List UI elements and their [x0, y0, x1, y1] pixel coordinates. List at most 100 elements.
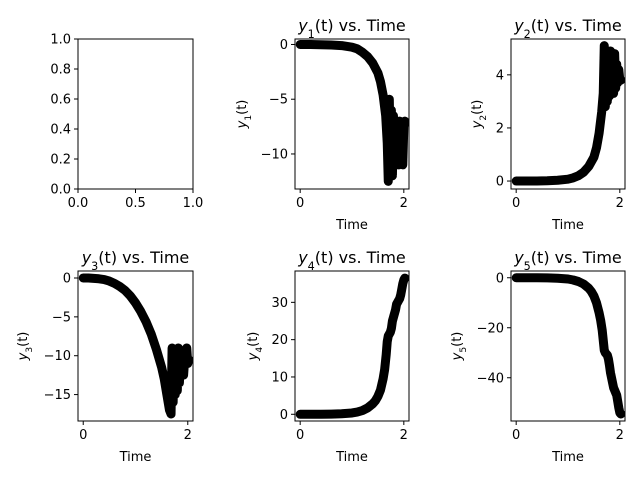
panel-2-point-30 — [400, 123, 408, 131]
panel-6-point-14 — [597, 316, 605, 324]
panel-5-frame — [294, 270, 410, 422]
panel-3-point-2 — [533, 177, 541, 185]
panel-5-ytick-label-2: 20 — [271, 333, 288, 348]
panel-4-title: y3(t) vs. Time — [81, 248, 190, 273]
panel-2-point-1 — [307, 40, 315, 48]
panel-3-point-13 — [598, 108, 606, 116]
panel-2-point-19 — [388, 172, 396, 180]
panel-3-point-10 — [590, 153, 598, 161]
panel-6-title-sub: 5 — [524, 260, 531, 273]
panel-2-title-rest: (t) — [235, 100, 250, 115]
panel-4-point-7 — [116, 283, 124, 291]
panel-1-ytick-label-4: 0.8 — [50, 63, 71, 78]
panel-4-title-rest: (t) vs. Time — [98, 248, 189, 267]
panel-5-title-sub: 4 — [308, 260, 315, 273]
panel-5-point-8 — [364, 404, 372, 412]
panel-6-ylabel: y5(t) — [450, 332, 469, 362]
panel-5-point-2 — [317, 410, 325, 418]
panel-6-point-4 — [554, 274, 562, 282]
panel-1-ytick-label-5: 1.0 — [50, 33, 71, 48]
panel-5-title-sub: 4 — [255, 347, 265, 353]
panel-3-point-27 — [613, 60, 621, 68]
panel-3-point-14 — [599, 89, 607, 97]
panel-2-point-18 — [387, 106, 395, 114]
panel-3-title-rest: (t) vs. Time — [531, 16, 622, 35]
panel-4-point-13 — [147, 330, 155, 338]
panel-2-point-29 — [399, 161, 407, 169]
panel-3-point-31 — [617, 76, 625, 84]
panel-6-title-rest: (t) — [450, 332, 465, 347]
panel-5-point-13 — [379, 375, 387, 383]
panel-2-point-31 — [401, 117, 409, 125]
panel-4-point-19 — [167, 410, 175, 418]
panel-2-point-15 — [384, 177, 392, 185]
panel-1-ytick-label-2: 0.4 — [50, 123, 71, 138]
panel-2-trajectory — [295, 39, 409, 186]
panel-4-point-12 — [142, 318, 150, 326]
panel-5-point-30 — [398, 285, 406, 293]
panel-4-point-17 — [163, 391, 171, 399]
panel-4-point-16 — [160, 375, 168, 383]
panel-2-point-11 — [377, 78, 384, 86]
panel-6-point-7 — [574, 278, 582, 285]
panel-2-title-y: y — [235, 120, 250, 129]
panel-2-point-0 — [296, 40, 304, 48]
panel-4-point-9 — [126, 292, 134, 300]
panel-4-title-y: y — [81, 248, 92, 267]
panel-5-title: y4(t) vs. Time — [297, 248, 406, 273]
panel-5-xtick-label-0: 0 — [296, 428, 304, 443]
panel-2-point-3 — [327, 41, 335, 49]
panel-4-point-6 — [111, 279, 119, 287]
panel-5-title-y: y — [246, 352, 261, 361]
panel-5-point-33 — [401, 274, 409, 282]
panel-5-point-15 — [382, 351, 390, 359]
panel-5-point-11 — [374, 392, 382, 400]
panel-3-title-sub: 2 — [524, 28, 531, 41]
panel-2-point-8 — [364, 53, 372, 61]
panel-4-title-sub: 3 — [25, 347, 35, 353]
panel-6-point-11 — [590, 292, 598, 300]
panel-2-title-y: y — [297, 16, 308, 35]
panel-2-ylabel: y1(t) — [235, 100, 254, 130]
panel-3-point-9 — [585, 162, 593, 170]
panel-1-xtick-label-0: 0.0 — [68, 196, 89, 211]
panel-5-ytick-label-3: 30 — [271, 296, 288, 311]
panel-3-point-1 — [523, 177, 531, 185]
panel-6-point-21 — [604, 355, 612, 363]
panel-4-point-36 — [185, 356, 193, 364]
panel-6-point-3 — [543, 274, 551, 282]
panel-1-xtick-label-2: 1.0 — [183, 196, 204, 211]
panel-1-ytick-label-1: 0.2 — [50, 153, 71, 168]
panel-1: 0.0 0.5 1.0 0.0 0.2 0.4 0.6 0.8 1.0 — [50, 33, 203, 212]
panel-5-ylabel: y4(t) — [246, 332, 265, 362]
panel-4-title-rest: (t) — [16, 332, 31, 347]
panel-1-ytick-label-3: 0.6 — [50, 93, 71, 108]
panel-2-point-10 — [374, 69, 382, 77]
panel-4-ytick-label-3: −15 — [44, 388, 71, 403]
panel-2-point-26 — [396, 117, 404, 125]
panel-5-xlabel: Time — [335, 450, 368, 465]
panel-6-xtick-label-0: 0 — [512, 428, 520, 443]
panel-2-point-6 — [353, 45, 361, 53]
panel-2-xtick-label-0: 0 — [296, 196, 304, 211]
panel-2-series-0 — [295, 39, 409, 186]
panel-4-frame — [77, 270, 194, 422]
panel-2-point-23 — [393, 150, 401, 158]
panel-6-title: y5(t) vs. Time — [513, 248, 622, 273]
panel-4-point-10 — [132, 299, 139, 307]
panel-2-title-rest: (t) vs. Time — [315, 16, 406, 35]
panel-2-point-12 — [379, 91, 387, 99]
panel-4-point-5 — [105, 277, 113, 285]
panel-6-title-y: y — [513, 248, 524, 267]
panel-4-point-34 — [183, 344, 191, 352]
panel-6-point-13 — [595, 309, 603, 317]
panel-4-point-2 — [90, 274, 98, 282]
panel-5-point-7 — [358, 407, 366, 415]
panel-2-point-2 — [317, 41, 325, 49]
panel-6-ytick-label-1: −20 — [477, 321, 504, 336]
panel-3-point-25 — [611, 50, 619, 58]
panel-2-point-9 — [369, 59, 377, 67]
panel-3-ytick-label-0: 0 — [496, 175, 504, 190]
